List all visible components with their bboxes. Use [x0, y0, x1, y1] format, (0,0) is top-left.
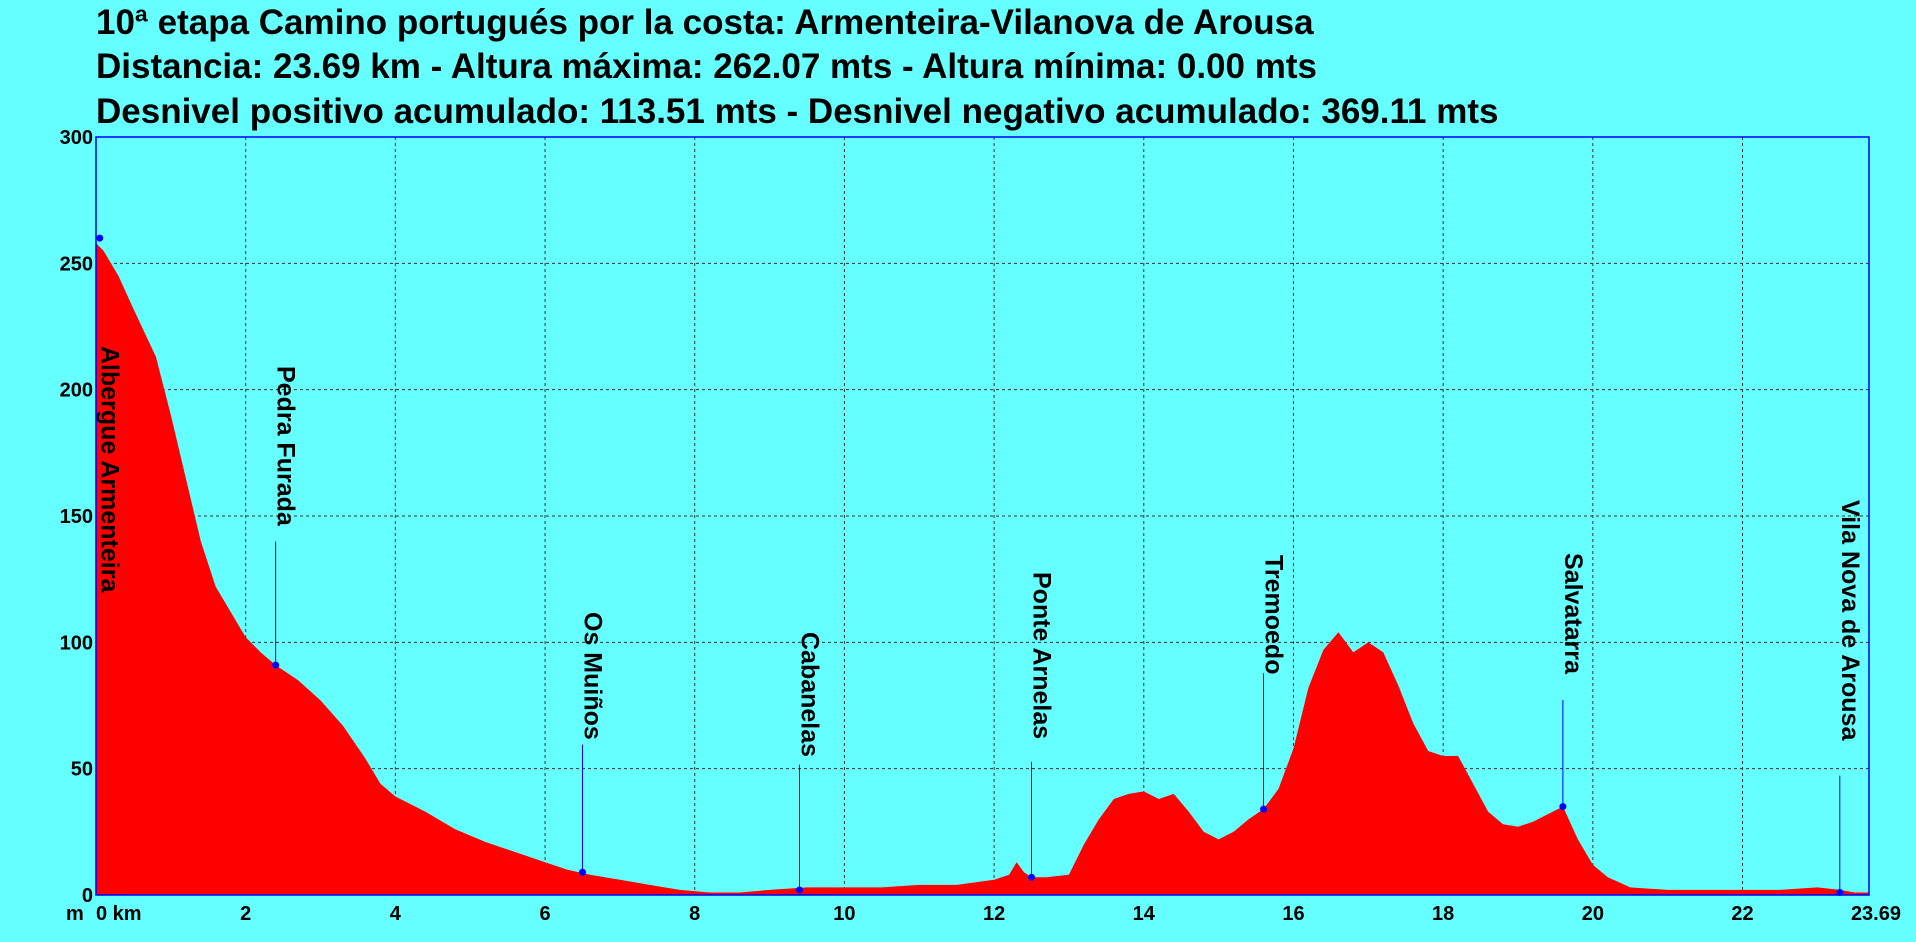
x-tick-label-4: 8 — [689, 903, 700, 925]
y-tick-label-6: 300 — [60, 127, 93, 149]
y-tick-label-4: 200 — [60, 380, 93, 402]
waypoint-dot-vila-nova-de-arousa — [1836, 888, 1844, 896]
x-tick-label-7: 14 — [1133, 903, 1156, 925]
waypoint-label-os-mui-os: Os Muiños — [578, 612, 606, 740]
x-tick-label-10: 20 — [1582, 903, 1604, 925]
chart-subtitle-distance: Distancia: 23.69 km - Altura máxima: 262… — [96, 47, 1317, 86]
waypoint-label-pedra-furada: Pedra Furada — [272, 366, 300, 527]
waypoint-dot-ponte-arnelas — [1028, 873, 1036, 881]
waypoint-dot-cabanelas — [796, 886, 804, 894]
y-tick-label-2: 100 — [60, 632, 93, 654]
x-tick-label-2: 4 — [390, 903, 402, 925]
waypoint-label-albergue-armenteira: Albergue Armenteira — [96, 346, 124, 593]
x-end-label: 23.69 — [1851, 903, 1901, 925]
waypoint-label-ponte-arnelas: Ponte Arnelas — [1028, 572, 1056, 739]
plot-frame — [95, 136, 1870, 896]
x-tick-label-9: 18 — [1432, 903, 1454, 925]
y-tick-label-0: 0 — [82, 885, 93, 907]
x-tick-label-11: 22 — [1731, 903, 1753, 925]
waypoint-label-salvatarra: Salvatarra — [1559, 553, 1587, 675]
waypoint-markers: Albergue Armenteira Pedra Furada Os Muiños… — [96, 234, 1864, 896]
waypoint-dot-salvatarra — [1559, 803, 1567, 811]
y-axis-unit-label: m — [66, 903, 84, 925]
x-tick-label-0: 0 km — [96, 903, 142, 925]
x-tick-label-8: 16 — [1282, 903, 1304, 925]
waypoint-dot-pedra-furada — [272, 661, 280, 669]
axis-ticks: 0 50 100 150 200 250 300 0 km 2 4 6 8 10 12 14 16 18 20 22… — [60, 127, 1901, 925]
y-tick-label-3: 150 — [60, 506, 93, 528]
waypoint-dot-os-mui-os — [578, 868, 586, 876]
x-tick-label-1: 2 — [240, 903, 251, 925]
waypoint-label-tremoedo: Tremoedo — [1260, 555, 1288, 674]
waypoint-label-cabanelas: Cabanelas — [796, 632, 824, 757]
elevation-area — [96, 243, 1869, 896]
x-tick-label-6: 12 — [983, 903, 1005, 925]
waypoint-label-vila-nova-de-arousa: Vila Nova de Arousa — [1836, 500, 1864, 741]
waypoint-dot-albergue-armenteira — [96, 234, 104, 242]
chart-subtitle-elevation-gain: Desnivel positivo acumulado: 113.51 mts … — [96, 92, 1499, 131]
chart-grid — [96, 137, 1869, 895]
y-tick-label-1: 50 — [71, 759, 93, 781]
chart-title: 10ª etapa Camino portugués por la costa:… — [96, 3, 1314, 42]
waypoint-dot-tremoedo — [1260, 805, 1268, 813]
x-tick-label-5: 10 — [833, 903, 855, 925]
y-tick-label-5: 250 — [60, 253, 93, 275]
x-tick-label-3: 6 — [539, 903, 550, 925]
